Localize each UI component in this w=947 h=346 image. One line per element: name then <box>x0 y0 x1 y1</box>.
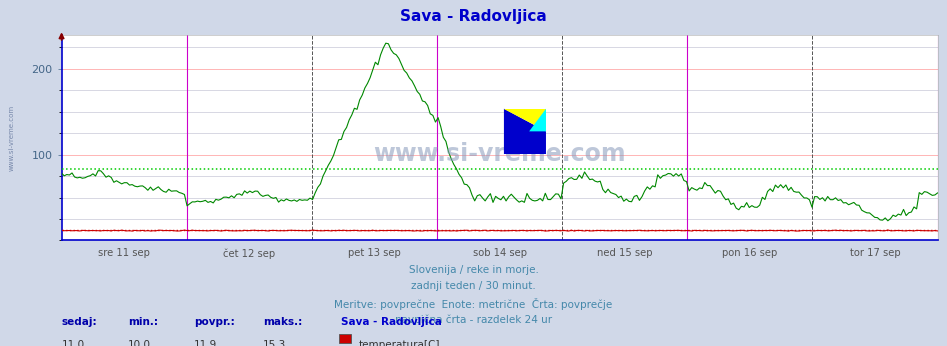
Text: www.si-vreme.com: www.si-vreme.com <box>373 142 626 166</box>
Polygon shape <box>504 109 546 154</box>
Polygon shape <box>529 109 546 131</box>
Text: www.si-vreme.com: www.si-vreme.com <box>9 105 14 172</box>
Text: pet 13 sep: pet 13 sep <box>348 248 401 258</box>
Text: sre 11 sep: sre 11 sep <box>98 248 150 258</box>
Text: 10,0: 10,0 <box>128 340 151 346</box>
Text: maks.:: maks.: <box>263 317 302 327</box>
Polygon shape <box>504 109 546 131</box>
Text: temperatura[C]: temperatura[C] <box>359 340 440 346</box>
Text: 11,9: 11,9 <box>194 340 218 346</box>
Text: sedaj:: sedaj: <box>62 317 98 327</box>
Text: Sava - Radovljica: Sava - Radovljica <box>341 317 442 327</box>
Text: 11,0: 11,0 <box>62 340 84 346</box>
Text: tor 17 sep: tor 17 sep <box>849 248 901 258</box>
Text: 15,3: 15,3 <box>263 340 287 346</box>
Text: pon 16 sep: pon 16 sep <box>723 248 777 258</box>
Text: sob 14 sep: sob 14 sep <box>473 248 527 258</box>
Text: Meritve: povprečne  Enote: metrične  Črta: povprečje: Meritve: povprečne Enote: metrične Črta:… <box>334 298 613 310</box>
Text: navpična črta - razdelek 24 ur: navpična črta - razdelek 24 ur <box>395 315 552 325</box>
Text: ned 15 sep: ned 15 sep <box>597 248 652 258</box>
Text: zadnji teden / 30 minut.: zadnji teden / 30 minut. <box>411 281 536 291</box>
Text: Sava - Radovljica: Sava - Radovljica <box>401 9 546 24</box>
Text: povpr.:: povpr.: <box>194 317 235 327</box>
Text: čet 12 sep: čet 12 sep <box>223 248 276 259</box>
Text: Slovenija / reke in morje.: Slovenija / reke in morje. <box>408 265 539 275</box>
Text: min.:: min.: <box>128 317 158 327</box>
